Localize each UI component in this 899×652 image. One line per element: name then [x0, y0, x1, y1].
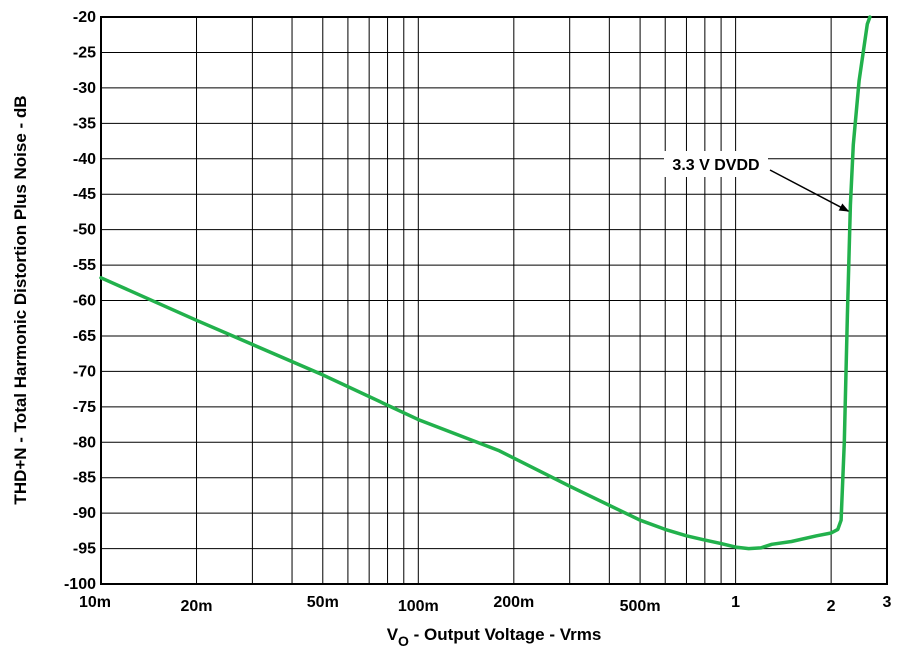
- x-tick-label: 3: [883, 594, 892, 611]
- y-tick-label: -45: [73, 186, 96, 203]
- y-tick-label: -95: [73, 541, 96, 558]
- annotation-arrow: [769, 169, 850, 212]
- y-tick-label: -80: [73, 434, 96, 451]
- y-tick-label: -70: [73, 363, 96, 380]
- y-tick-label: -30: [73, 80, 96, 97]
- x-tick-label: 1: [731, 594, 740, 611]
- y-tick-label: -55: [73, 257, 96, 274]
- x-axis-title-rest: - Output Voltage - Vrms: [409, 625, 601, 644]
- x-tick-label: 20m: [181, 598, 213, 615]
- x-tick-label: 2: [827, 598, 836, 615]
- y-tick-label: -35: [73, 115, 96, 132]
- plot-frame: [100, 16, 888, 585]
- y-tick-label: -100: [64, 576, 96, 593]
- x-tick-label: 500m: [620, 598, 661, 615]
- y-tick-label: -75: [73, 399, 96, 416]
- x-tick-label: 50m: [307, 594, 339, 611]
- y-tick-label: -90: [73, 505, 96, 522]
- annotation-label-bg: [664, 151, 768, 177]
- y-tick-labels: -20 -25 -30 -35 -40 -45 -50 -55 -60 -65 -70 -75 -80 -…: [64, 9, 96, 593]
- y-tick-label: -60: [73, 293, 96, 310]
- grid: [101, 17, 887, 584]
- y-tick-label: -85: [73, 470, 96, 487]
- y-tick-label: -50: [73, 222, 96, 239]
- series-layer: [99, 15, 872, 551]
- y-axis-title: THD+N - Total Harmonic Distortion Plus N…: [11, 95, 30, 504]
- x-tick-labels: 10m 20m 50m 100m 200m 500m 1 2 3: [79, 594, 892, 615]
- x-axis-title: VO - Output Voltage - Vrms: [387, 625, 602, 649]
- annotation-label: 3.3 V DVDD: [672, 157, 759, 174]
- x-axis-title-subscript: O: [398, 633, 409, 649]
- y-tick-label: -25: [73, 44, 96, 61]
- y-tick-label: -65: [73, 328, 96, 345]
- x-tick-label: 200m: [493, 594, 534, 611]
- y-tick-label: -20: [73, 9, 96, 26]
- series-line: [99, 15, 872, 551]
- x-tick-label: 10m: [79, 594, 111, 611]
- annotation-layer: 3.3 V DVDD: [664, 151, 850, 212]
- y-tick-label: -40: [73, 151, 96, 168]
- x-axis-title-main: V: [387, 625, 399, 644]
- x-tick-label: 100m: [398, 598, 439, 615]
